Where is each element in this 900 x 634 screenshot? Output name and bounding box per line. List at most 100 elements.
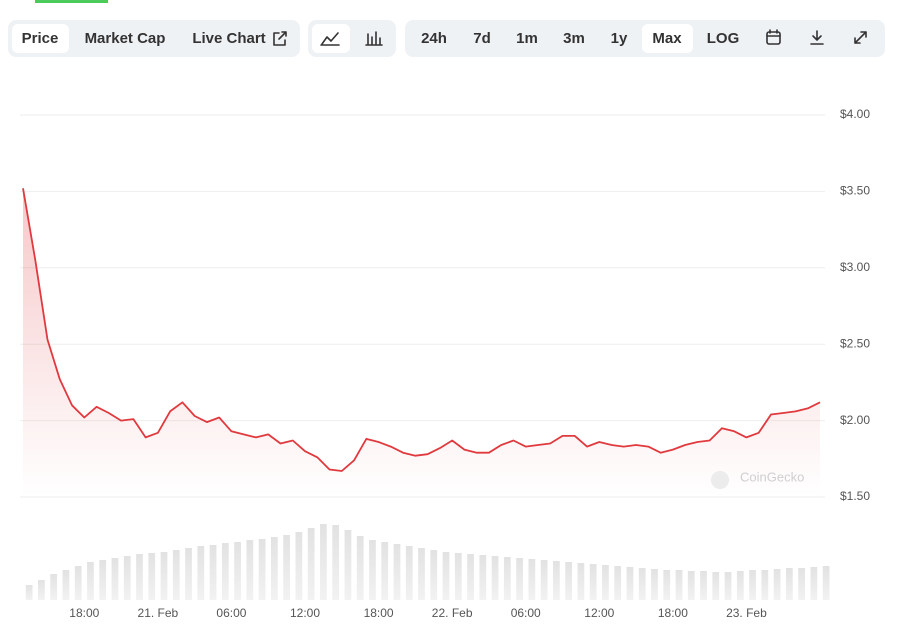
volume-bar (761, 570, 769, 600)
y-tick-label: $3.50 (840, 184, 870, 198)
candle-icon[interactable] (365, 31, 383, 46)
volume-bar (736, 571, 744, 600)
volume-bar (773, 569, 781, 600)
volume-bar (381, 542, 389, 600)
volume-bar (418, 548, 425, 600)
volume-bar (25, 585, 33, 600)
volume-bar (565, 562, 573, 600)
price-line (22, 188, 821, 472)
y-tick-label: $3.00 (840, 260, 870, 274)
y-tick-label: $4.00 (840, 107, 870, 121)
volume-bar (724, 572, 732, 600)
log-button[interactable]: LOG (707, 30, 740, 47)
x-tick-label: 22. Feb (432, 606, 473, 620)
x-tick-label: 23. Feb (726, 606, 767, 620)
volume-bar (111, 558, 119, 600)
volume-bar (405, 546, 413, 600)
expand-icon[interactable] (854, 31, 867, 44)
x-tick-label: 06:00 (216, 606, 246, 620)
tab-active (12, 24, 69, 53)
volume-bar (528, 559, 536, 600)
volume-bar (283, 535, 290, 600)
tab[interactable]: Market Cap (85, 30, 166, 47)
volume-bar (209, 545, 217, 600)
range-button[interactable]: Max (652, 30, 682, 47)
range-active (642, 24, 693, 53)
volume-bar (393, 544, 401, 600)
volume-bar (712, 572, 720, 600)
volume-bar (38, 580, 45, 600)
volume-bar (234, 542, 241, 600)
volume-bar (675, 570, 683, 600)
volume-bar (651, 569, 658, 600)
volume-bar (822, 566, 830, 600)
range-button[interactable]: 24h (421, 30, 447, 47)
watermark: CoinGecko (740, 469, 804, 484)
calendar-body (766, 31, 781, 45)
volume-bar (540, 560, 548, 600)
volume-bar (99, 560, 107, 600)
volume-bar (307, 528, 315, 600)
volume-bar (454, 553, 462, 600)
volume-bar (687, 571, 695, 600)
volume-bar (246, 540, 254, 600)
volume-bar (430, 550, 438, 600)
x-tick-label: 18:00 (658, 606, 688, 620)
price-area (23, 188, 820, 498)
y-tick-label: $1.50 (840, 489, 870, 503)
range-button[interactable]: 3m (563, 30, 585, 47)
x-tick-label: 06:00 (511, 606, 541, 620)
volume-bar (295, 532, 303, 600)
y-tick-label: $2.00 (840, 413, 870, 427)
volume-bar (160, 552, 168, 600)
volume-bar (332, 525, 340, 600)
external-link-icon (273, 31, 287, 46)
volume-bar (785, 568, 793, 600)
volume-bar (491, 556, 499, 600)
x-tick-label: 12:00 (290, 606, 320, 620)
volume-bar (467, 554, 474, 600)
volume-bar (74, 566, 82, 600)
active-indicator (35, 0, 108, 3)
x-tick-label: 18:00 (364, 606, 394, 620)
x-tick-label: 21. Feb (138, 606, 179, 620)
volume-bar (553, 561, 560, 600)
line-icon[interactable] (321, 32, 339, 45)
volume-bar (798, 568, 805, 600)
line-view-active (312, 24, 350, 53)
volume-bar (614, 566, 622, 600)
tab-group (8, 20, 300, 57)
volume-bar (749, 570, 756, 600)
volume-bar (442, 552, 450, 600)
calendar-icon[interactable] (766, 29, 781, 45)
tab[interactable]: Live Chart (192, 30, 265, 47)
range-button[interactable]: 1m (516, 30, 538, 47)
volume-bar (589, 564, 597, 600)
volume-bar (270, 537, 278, 600)
volume-bar (185, 548, 192, 600)
volume-bar (810, 567, 818, 600)
volume-bar (663, 570, 671, 600)
volume-bar (356, 536, 364, 600)
tab[interactable]: Price (22, 30, 59, 47)
download-icon[interactable] (810, 30, 824, 45)
volume-bar (577, 563, 585, 600)
volume-bar (344, 530, 352, 600)
volume-bar (87, 562, 94, 600)
volume-bar (123, 556, 131, 600)
range-button[interactable]: 1y (611, 30, 628, 47)
volume-bar (62, 570, 70, 600)
volume-bar (369, 540, 376, 600)
range-button[interactable]: 7d (473, 30, 491, 47)
volume-bar (221, 543, 229, 600)
volume-bar (479, 555, 487, 600)
watermark-logo (711, 471, 729, 489)
volume-bar (320, 524, 327, 600)
volume-bar (503, 557, 511, 600)
volume-bar (638, 568, 646, 600)
volume-bar (700, 571, 707, 600)
volume-bar (50, 574, 58, 600)
y-tick-label: $2.50 (840, 336, 870, 350)
